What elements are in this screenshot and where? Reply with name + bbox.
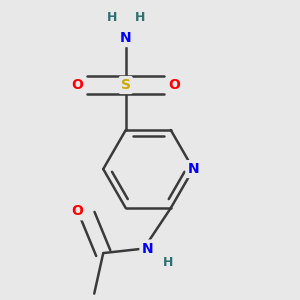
Text: N: N xyxy=(188,162,199,176)
Text: N: N xyxy=(120,31,132,45)
Text: H: H xyxy=(134,11,145,24)
Text: H: H xyxy=(107,11,117,24)
Text: O: O xyxy=(71,204,83,218)
Text: O: O xyxy=(169,78,180,92)
Text: S: S xyxy=(121,78,131,92)
Text: N: N xyxy=(141,242,153,256)
Text: O: O xyxy=(71,78,83,92)
Text: H: H xyxy=(163,256,173,269)
